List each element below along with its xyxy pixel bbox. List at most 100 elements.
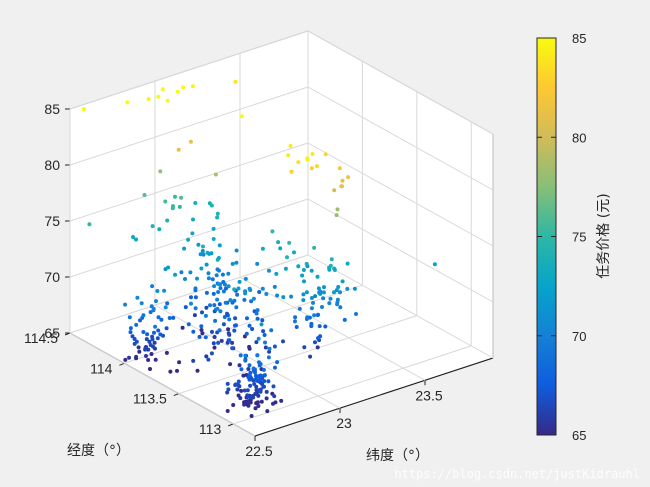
data-point	[304, 290, 309, 295]
data-point	[215, 257, 220, 262]
data-point	[166, 265, 171, 270]
data-point	[234, 248, 239, 253]
data-point	[177, 204, 182, 209]
data-point	[134, 322, 139, 327]
data-point	[135, 295, 140, 300]
data-point	[204, 262, 209, 267]
data-point	[294, 325, 299, 329]
data-point	[183, 277, 187, 281]
data-point	[141, 330, 146, 334]
data-point	[247, 344, 252, 349]
data-point	[281, 339, 285, 344]
data-point	[152, 340, 157, 345]
data-point	[313, 340, 317, 345]
data-point	[301, 292, 306, 297]
data-point	[189, 301, 193, 306]
y-tick-label: 114	[90, 360, 113, 376]
data-point	[328, 263, 333, 268]
data-point	[262, 333, 267, 337]
data-point	[278, 246, 283, 251]
data-point	[217, 268, 221, 273]
data-point	[145, 332, 150, 337]
data-point	[217, 302, 222, 307]
data-point	[354, 312, 358, 316]
grid-line	[69, 30, 309, 110]
data-point	[226, 284, 231, 289]
data-point	[312, 313, 317, 318]
data-point	[254, 311, 259, 316]
data-point	[287, 240, 292, 245]
data-point	[175, 368, 179, 373]
data-point	[340, 178, 345, 183]
data-point	[209, 251, 214, 256]
data-point	[225, 390, 230, 395]
data-point	[204, 305, 209, 310]
z-tick-label: 70	[44, 269, 60, 285]
data-point	[134, 339, 139, 344]
data-point	[186, 322, 191, 327]
data-point	[193, 306, 198, 311]
data-point	[267, 346, 272, 351]
data-point	[296, 160, 301, 165]
colorbar: 65 70 75 80 85 任务价格 (元)	[536, 31, 612, 443]
data-point	[153, 357, 158, 362]
data-point	[283, 266, 288, 271]
data-point	[196, 242, 201, 247]
colorbar-tick-label: 75	[572, 230, 586, 245]
colorbar-tick-label: 85	[572, 31, 586, 46]
data-point	[238, 396, 243, 401]
data-point	[271, 384, 276, 389]
data-point	[159, 317, 164, 322]
tick-labels: 22.5 23 23.5 113 113.5 114 114.565 70 75 80 85	[24, 101, 443, 459]
data-point	[271, 401, 275, 406]
data-point	[165, 98, 170, 103]
data-point	[181, 85, 186, 90]
data-point	[210, 329, 214, 334]
data-point	[123, 302, 128, 307]
data-point	[134, 354, 139, 359]
data-point	[197, 334, 202, 339]
data-point	[156, 328, 161, 333]
data-point	[173, 194, 177, 199]
data-point	[201, 252, 206, 257]
colorbar-tick-label: 70	[572, 329, 586, 344]
data-point	[176, 147, 181, 152]
data-point	[127, 355, 131, 360]
data-point	[232, 298, 237, 303]
axes-box	[64, 30, 494, 441]
data-point	[338, 290, 342, 295]
data-point	[168, 369, 173, 374]
data-point	[301, 268, 306, 272]
data-point	[297, 306, 302, 311]
data-point	[160, 87, 165, 92]
data-point	[345, 286, 350, 291]
data-point	[164, 326, 169, 331]
data-point	[264, 389, 269, 394]
data-point	[316, 336, 320, 341]
data-point	[257, 360, 261, 365]
colorbar-label: 任务价格 (元)	[596, 193, 612, 278]
data-point	[191, 217, 195, 222]
data-point	[214, 273, 219, 278]
data-point	[188, 270, 193, 275]
data-point	[232, 287, 237, 292]
data-point	[204, 290, 209, 295]
data-point	[222, 282, 227, 287]
data-point	[203, 313, 208, 318]
data-point	[238, 353, 243, 358]
data-point	[251, 366, 256, 371]
data-point	[189, 295, 193, 300]
grid-line	[69, 332, 256, 437]
data-point	[183, 305, 188, 310]
data-point	[258, 377, 263, 382]
data-point	[313, 294, 318, 299]
data-point	[336, 285, 341, 289]
data-point	[155, 336, 160, 341]
grid-line	[69, 86, 309, 166]
data-point	[230, 340, 235, 345]
data-point	[206, 271, 211, 276]
data-point	[227, 317, 232, 322]
data-point	[261, 329, 266, 334]
data-point	[288, 143, 293, 148]
